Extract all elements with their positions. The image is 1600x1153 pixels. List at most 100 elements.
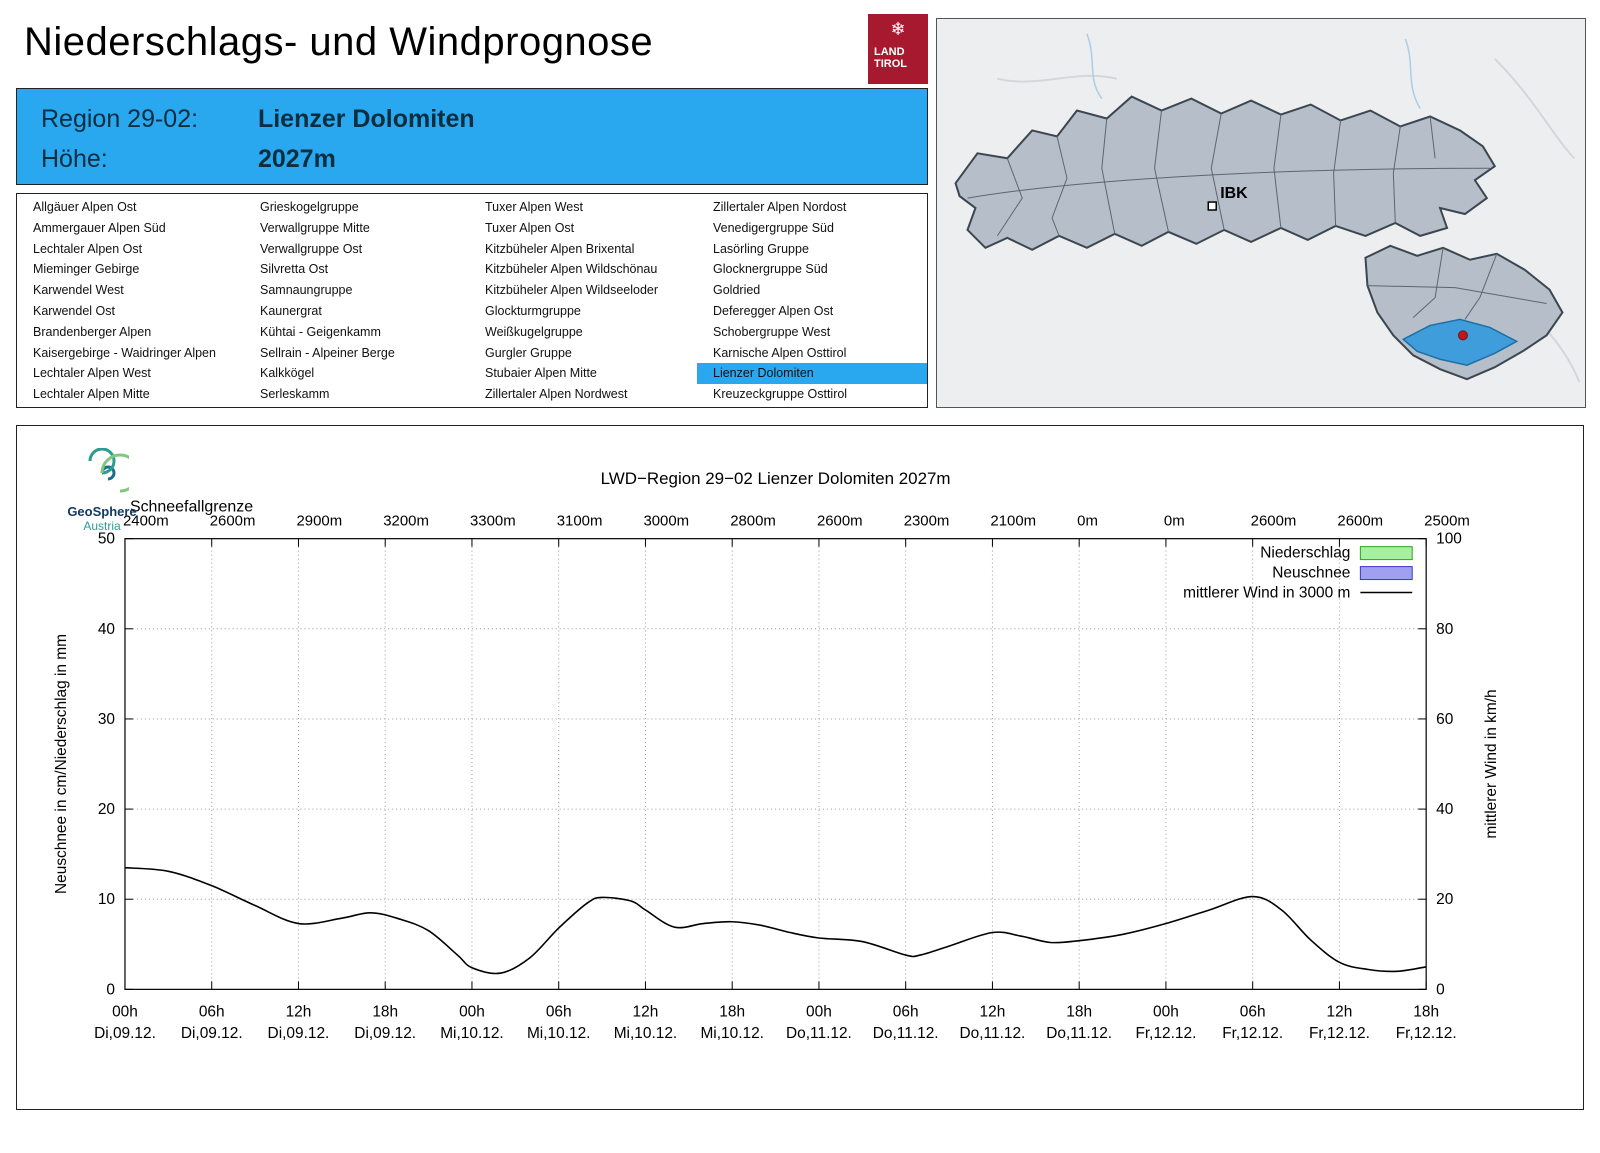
x-hour-label: 18h xyxy=(1066,1003,1092,1020)
geosphere-swirl-icon xyxy=(88,447,140,493)
y-right-axis-title: mittlerer Wind in km/h xyxy=(1483,689,1500,838)
y-right-tick-label: 40 xyxy=(1436,801,1453,818)
x-date-label: Do,11.12. xyxy=(786,1025,852,1042)
terrain-line xyxy=(997,74,1117,83)
region-table-cell[interactable]: Glockturmgruppe xyxy=(485,303,581,318)
region-table-cell[interactable]: Karnische Alpen Osttirol xyxy=(713,345,847,360)
x-date-label: Do,11.12. xyxy=(873,1025,939,1042)
region-table-cell[interactable]: Venedigergruppe Süd xyxy=(713,220,834,235)
tirol-map[interactable]: IBK xyxy=(937,19,1585,407)
x-date-label: Fr,12.12. xyxy=(1222,1025,1283,1042)
y-right-tick-label: 60 xyxy=(1436,711,1453,728)
legend-label: mittlerer Wind in 3000 m xyxy=(1183,584,1350,601)
snowline-label: 2300m xyxy=(904,513,950,530)
region-table-column: Grieskogelgruppe Verwallgruppe Mitte Verwa… xyxy=(244,197,469,407)
region-table-cell[interactable]: Lechtaler Alpen Ost xyxy=(33,241,143,256)
region-table-cell[interactable]: Allgäuer Alpen Ost xyxy=(33,200,137,214)
snowline-label: 2400m xyxy=(123,513,169,530)
selected-region-lienzer-dolomiten[interactable] xyxy=(1401,318,1519,366)
x-date-label: Fr,12.12. xyxy=(1396,1025,1457,1042)
region-table-cell[interactable]: Deferegger Alpen Ost xyxy=(713,303,834,318)
chart-title: LWD−Region 29−02 Lienzer Dolomiten 2027m xyxy=(601,469,951,488)
region-table-cell[interactable]: Zillertaler Alpen Nordwest xyxy=(485,387,628,402)
snowline-label: 2500m xyxy=(1424,513,1470,530)
x-hour-label: 18h xyxy=(1413,1003,1439,1020)
region-table-cell[interactable]: Kaunergrat xyxy=(260,303,322,318)
geosphere-country: Austria xyxy=(83,519,121,533)
region-table-cell[interactable]: Karwendel West xyxy=(33,283,124,298)
snowline-label: 2600m xyxy=(210,513,256,530)
snowline-label: 3100m xyxy=(557,513,603,530)
y-left-tick-label: 10 xyxy=(98,891,115,908)
region-table-cell[interactable]: Grieskogelgruppe xyxy=(260,200,359,214)
region-table-cell[interactable]: Silvretta Ost xyxy=(260,262,329,277)
region-label: Region 29-02: xyxy=(41,105,199,133)
region-table-cell[interactable]: Lasörling Gruppe xyxy=(713,241,809,256)
region-table-cell[interactable]: Kitzbüheler Alpen Wildseeloder xyxy=(485,283,659,298)
y-left-tick-label: 40 xyxy=(98,621,115,638)
region-table-cell[interactable]: Karwendel Ost xyxy=(33,303,115,318)
region-table-cell[interactable]: Mieminger Gebirge xyxy=(33,262,140,277)
altitude-value: 2027m xyxy=(257,145,336,173)
region-table-cell[interactable]: Kaisergebirge - Waidringer Alpen xyxy=(33,345,216,360)
logo-line2: TIROL xyxy=(874,58,907,70)
region-table-cell[interactable]: Kühtai - Geigenkamm xyxy=(260,324,381,339)
region-table-cell[interactable]: Gurgler Gruppe xyxy=(485,345,572,360)
forecast-chart-panel: GeoSphere Austria LWD−Region 29−02 Lienz… xyxy=(16,425,1584,1110)
region-table-cell[interactable]: Lechtaler Alpen Mitte xyxy=(33,387,150,402)
snowline-label: 2600m xyxy=(817,513,863,530)
snowline-label: 0m xyxy=(1077,513,1098,530)
region-table-cell[interactable]: Tuxer Alpen Ost xyxy=(485,220,575,235)
river-line xyxy=(1404,38,1421,109)
region-table-column: Zillertaler Alpen Nordost Venedigergruppe… xyxy=(697,197,927,407)
x-date-label: Do,11.12. xyxy=(1046,1025,1112,1042)
region-table-cell[interactable]: Lechtaler Alpen West xyxy=(33,366,151,381)
region-table-cell[interactable]: Weißkugelgruppe xyxy=(485,324,583,339)
x-hour-label: 00h xyxy=(806,1003,832,1020)
region-table-cell[interactable]: Stubaier Alpen Mitte xyxy=(485,366,597,381)
region-table-cell[interactable]: Sellrain - Alpeiner Berge xyxy=(260,345,395,360)
region-table-cell[interactable]: Kreuzeckgruppe Osttirol xyxy=(713,387,848,402)
region-table-cell[interactable]: Tuxer Alpen West xyxy=(485,200,583,214)
terrain-line xyxy=(1494,58,1576,159)
region-table-cell[interactable]: Brandenberger Alpen xyxy=(33,324,152,339)
snowline-label: 2800m xyxy=(730,513,776,530)
region-name: Lienzer Dolomiten xyxy=(257,105,475,133)
x-date-label: Mi,10.12. xyxy=(614,1025,678,1042)
snowline-label: 3200m xyxy=(383,513,429,530)
x-hour-label: 00h xyxy=(1153,1003,1179,1020)
y-left-tick-label: 20 xyxy=(98,801,115,818)
region-table-cell[interactable]: Kalkkögel xyxy=(260,366,315,381)
x-hour-label: 06h xyxy=(199,1003,225,1020)
region-table-cell[interactable]: Zillertaler Alpen Nordost xyxy=(713,200,847,214)
x-date-label: Mi,10.12. xyxy=(527,1025,590,1042)
x-hour-label: 12h xyxy=(286,1003,312,1020)
tirol-map-panel[interactable]: IBK xyxy=(936,18,1586,408)
legend-label: Neuschnee xyxy=(1272,565,1350,582)
region-table-cell[interactable]: Ammergauer Alpen Süd xyxy=(33,220,166,235)
region-table-cell[interactable]: Verwallgruppe Ost xyxy=(260,241,363,256)
region-table-cell[interactable]: Goldried xyxy=(713,283,761,298)
snowline-label: 2600m xyxy=(1251,513,1297,530)
region-table-cell[interactable]: Kitzbüheler Alpen Brixental xyxy=(485,241,635,256)
region-table-cell[interactable]: Samnaungruppe xyxy=(260,283,353,298)
region-table-column: Tuxer Alpen West Tuxer Alpen Ost Kitzbühel… xyxy=(469,197,697,407)
region-table-cell[interactable]: Glocknergruppe Süd xyxy=(713,262,828,277)
subregion-borders xyxy=(967,110,1490,237)
region-table-cell[interactable]: Verwallgruppe Mitte xyxy=(260,220,370,235)
x-date-label: Mi,10.12. xyxy=(700,1025,764,1042)
region-table-cell[interactable]: Kitzbüheler Alpen Wildschönau xyxy=(485,262,658,277)
x-date-label: Di,09.12. xyxy=(354,1025,416,1042)
region-table-cell[interactable]: Schobergruppe West xyxy=(713,324,831,339)
subregion-borders xyxy=(1367,247,1547,320)
geosphere-name: GeoSphere xyxy=(67,504,137,519)
region-header: Region 29-02: Lienzer Dolomiten Höhe: 20… xyxy=(16,88,928,185)
y-left-tick-label: 0 xyxy=(106,981,115,998)
north-tirol-region[interactable] xyxy=(954,95,1497,251)
land-tirol-logo-text: LAND TIROL xyxy=(874,46,922,70)
region-table-cell-selected[interactable]: Lienzer Dolomiten xyxy=(697,363,927,385)
forecast-chart: LWD−Region 29−02 Lienzer Dolomiten 2027m… xyxy=(53,469,1500,1042)
region-table-cell[interactable]: Serleskamm xyxy=(260,387,330,402)
y-right-tick-label: 80 xyxy=(1436,621,1453,638)
